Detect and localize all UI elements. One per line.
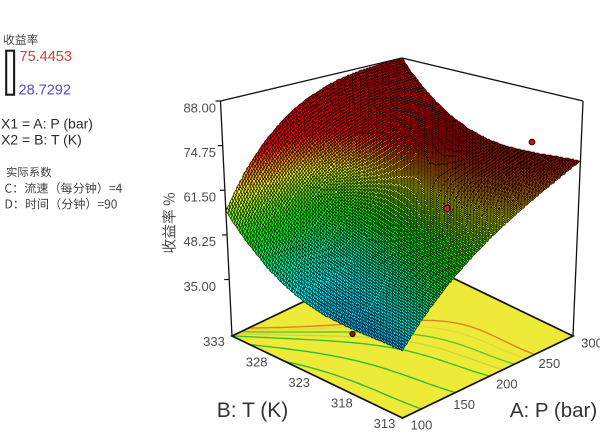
svg-text:A: P (bar): A: P (bar) <box>510 399 597 422</box>
svg-text:300: 300 <box>581 336 600 351</box>
svg-text:74.75: 74.75 <box>183 145 216 160</box>
svg-text:313: 313 <box>374 416 396 431</box>
svg-text:318: 318 <box>331 396 353 411</box>
svg-text:333: 333 <box>203 334 225 349</box>
svg-text:B: T (K): B: T (K) <box>217 399 289 422</box>
svg-text:323: 323 <box>288 375 310 390</box>
svg-text:100: 100 <box>411 418 433 431</box>
svg-text:61.50: 61.50 <box>183 190 216 205</box>
svg-text:28.7292: 28.7292 <box>19 82 71 98</box>
svg-text:X2 = B: T (K): X2 = B: T (K) <box>1 131 82 147</box>
svg-text:150: 150 <box>453 397 475 412</box>
svg-text:88.00: 88.00 <box>183 100 216 115</box>
svg-text:328: 328 <box>246 355 268 370</box>
svg-text:48.25: 48.25 <box>183 234 216 249</box>
svg-text:X1 = A: P (bar): X1 = A: P (bar) <box>1 116 93 132</box>
svg-text:75.4453: 75.4453 <box>20 49 72 65</box>
svg-text:200: 200 <box>496 377 518 392</box>
svg-text:35.00: 35.00 <box>183 279 216 294</box>
svg-text:250: 250 <box>539 356 561 371</box>
